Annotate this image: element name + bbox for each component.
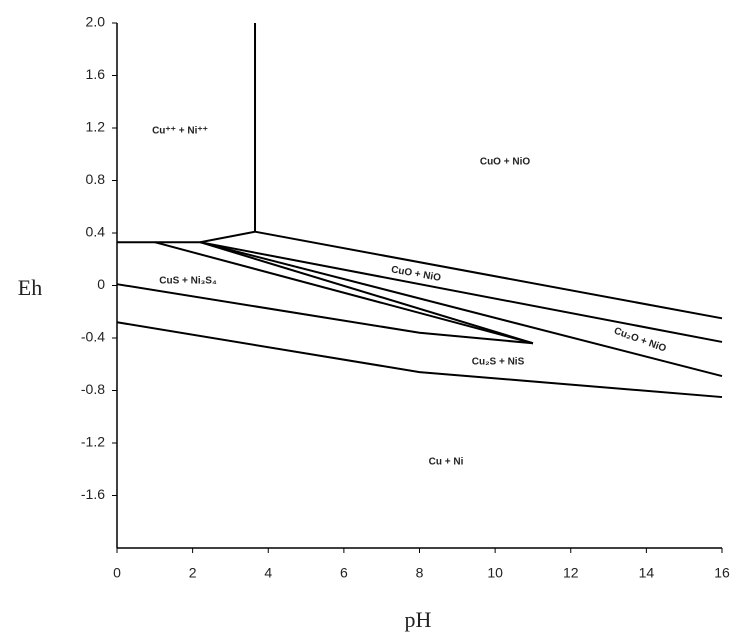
x-tick-label: 8 <box>416 565 424 581</box>
boundary-line <box>254 230 723 320</box>
x-tick-label: 0 <box>113 565 121 581</box>
region-label: Cu₂S + NiS <box>472 357 525 368</box>
boundary-line <box>116 321 723 399</box>
region-label: CuS + Ni₃S₄ <box>159 276 217 287</box>
region-label: Cu⁺⁺ + Ni⁺⁺ <box>152 126 208 137</box>
y-tick-label: 1.6 <box>86 66 106 82</box>
y-tick-label: 0.4 <box>86 224 106 240</box>
y-axis-label: Eh <box>18 275 42 300</box>
y-tick-label: 0.8 <box>86 171 106 187</box>
x-tick-label: 14 <box>639 565 655 581</box>
y-tick-label: 0 <box>97 276 105 292</box>
boundary-line <box>199 241 534 345</box>
boundary-line <box>199 241 723 378</box>
y-tick-label: 2.0 <box>86 14 106 30</box>
y-tick-label: 1.2 <box>86 119 106 135</box>
y-tick-label: -0.4 <box>81 329 105 345</box>
y-tick-label: -1.2 <box>81 434 105 450</box>
x-tick-label: 10 <box>487 565 503 581</box>
y-tick-label: -0.8 <box>81 381 105 397</box>
x-tick-label: 4 <box>264 565 272 581</box>
x-axis-label: pH <box>405 607 432 632</box>
boundary-line <box>116 283 534 345</box>
x-tick-label: 12 <box>563 565 579 581</box>
region-label: CuO + NiO <box>480 157 531 168</box>
region-label: Cu + Ni <box>429 457 464 468</box>
boundary-line <box>154 241 534 345</box>
x-tick-label: 2 <box>189 565 197 581</box>
y-tick-label: -1.6 <box>81 486 105 502</box>
boundary-line <box>117 230 256 244</box>
boundary-line <box>199 241 723 343</box>
x-tick-label: 16 <box>714 565 730 581</box>
x-tick-label: 6 <box>340 565 348 581</box>
